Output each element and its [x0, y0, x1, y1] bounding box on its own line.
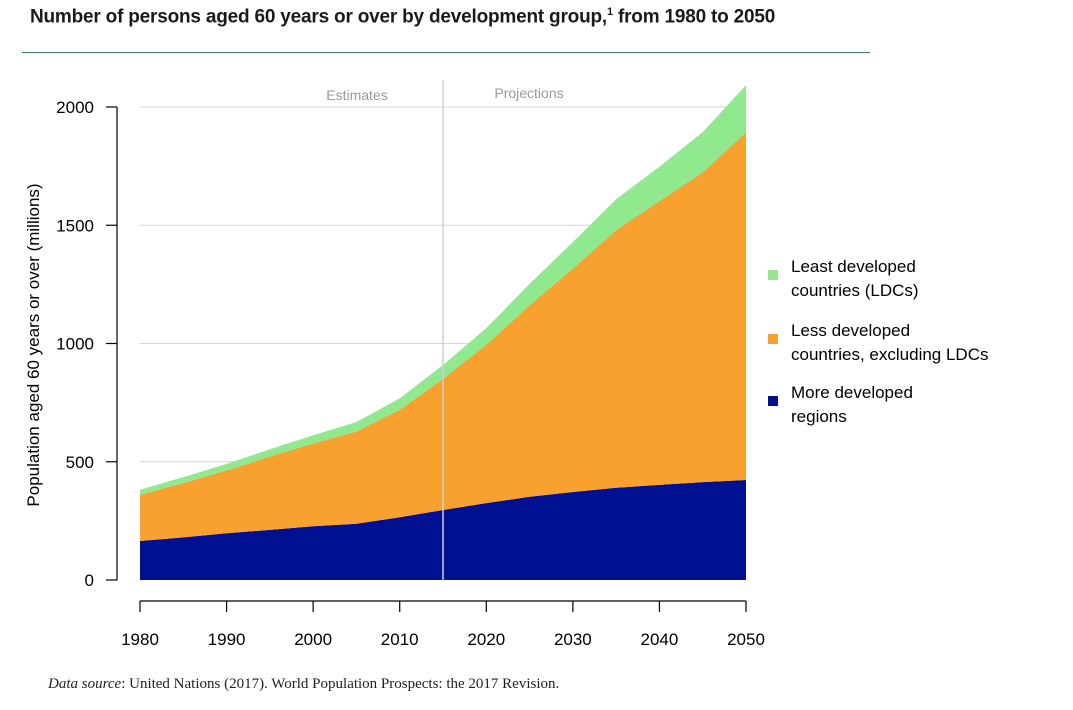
- x-tick-label-2040: 2040: [641, 630, 679, 649]
- data-source: Data source: United Nations (2017). Worl…: [48, 676, 560, 692]
- legend-swatch-1: [768, 334, 778, 344]
- area-series-1: [140, 132, 746, 542]
- legend-label-1-line-1: Less developed: [791, 321, 910, 340]
- title-rule: [22, 52, 870, 53]
- x-tick-label-1990: 1990: [208, 630, 246, 649]
- chart-title: Number of persons aged 60 years or over …: [30, 6, 776, 28]
- projections-label: Projections: [494, 85, 563, 101]
- x-tick-label-2010: 2010: [381, 630, 419, 649]
- x-tick-label-1980: 1980: [121, 630, 159, 649]
- y-axis-title: Population aged 60 years or over (millio…: [24, 183, 43, 506]
- y-tick-label-0: 0: [85, 571, 94, 590]
- x-tick-label-2030: 2030: [554, 630, 592, 649]
- y-tick-label-500: 500: [66, 453, 94, 472]
- legend-label-2-line-1: Least developed: [791, 257, 916, 276]
- legend-label-1-line-2: countries, excluding LDCs: [791, 345, 988, 364]
- y-tick-label-1000: 1000: [56, 335, 94, 354]
- x-tick-label-2050: 2050: [727, 630, 765, 649]
- legend-swatch-0: [768, 396, 778, 406]
- legend-label-0-line-2: regions: [791, 407, 847, 426]
- y-tick-label-2000: 2000: [56, 98, 94, 117]
- legend-label-2-line-2: countries (LDCs): [791, 281, 919, 300]
- legend-swatch-2: [768, 270, 778, 280]
- estimates-label: Estimates: [326, 87, 387, 103]
- x-tick-label-2020: 2020: [467, 630, 505, 649]
- legend-label-0-line-1: More developed: [791, 383, 913, 402]
- y-tick-label-1500: 1500: [56, 216, 94, 235]
- chart: Estimates Projections 0 500 1000 1500 2000 1980…: [24, 80, 988, 649]
- x-tick-label-2000: 2000: [294, 630, 332, 649]
- footnote-mark: 1: [606, 6, 613, 18]
